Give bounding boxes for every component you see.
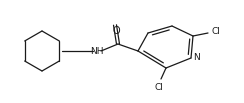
Text: O: O	[112, 26, 120, 36]
Text: NH: NH	[90, 46, 104, 56]
Text: Cl: Cl	[154, 84, 163, 92]
Text: Cl: Cl	[212, 26, 220, 36]
Text: N: N	[193, 53, 199, 61]
